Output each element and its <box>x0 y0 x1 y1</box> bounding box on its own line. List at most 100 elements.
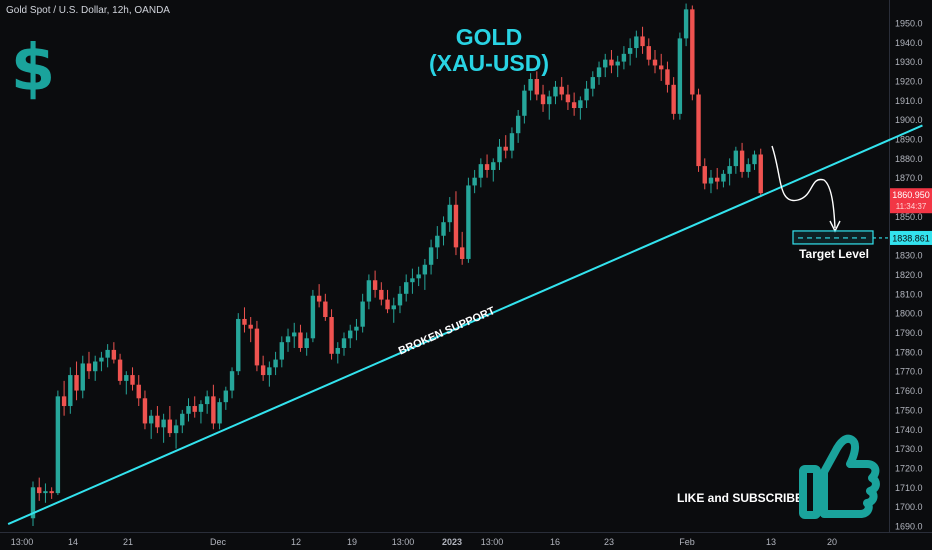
candle-body <box>223 390 229 403</box>
chart-title-line: (XAU-USD) <box>429 50 549 76</box>
target-price-tag <box>890 230 932 245</box>
candle-body <box>603 59 608 68</box>
candle-body <box>93 361 98 372</box>
current-price-text: 1860.950 <box>892 190 930 200</box>
time-tick-label: 2023 <box>442 537 462 547</box>
candle-body <box>659 65 664 70</box>
time-tick-label: Dec <box>210 537 227 547</box>
candle-body <box>142 398 148 424</box>
candle-body <box>509 133 515 151</box>
candle-body <box>372 280 378 290</box>
time-tick-label: 13 <box>766 537 776 547</box>
time-tick-label: 13:00 <box>392 537 415 547</box>
price-tick-label: 1830.0 <box>895 251 923 261</box>
candle-body <box>323 301 328 318</box>
candle-body <box>634 36 639 49</box>
candle-body <box>130 375 135 385</box>
time-tick-label: 13:00 <box>481 537 504 547</box>
candle-body <box>37 487 42 494</box>
candle-body <box>584 88 589 101</box>
candle-body <box>534 79 540 95</box>
candle-body <box>721 173 726 182</box>
thumbs-up-icon[interactable] <box>799 434 880 519</box>
candle-body <box>397 293 403 306</box>
price-tick-label: 1710.0 <box>895 483 923 493</box>
target-price-text: 1838.861 <box>892 233 930 243</box>
candle-body <box>55 396 61 494</box>
candle-body <box>254 328 260 366</box>
candle-body <box>49 491 54 494</box>
candle-body <box>715 177 720 182</box>
candle-body <box>739 150 745 172</box>
candle-body <box>590 77 595 89</box>
price-tick-label: 1940.0 <box>895 38 923 48</box>
price-tick-label: 1780.0 <box>895 347 923 357</box>
candle-body <box>173 425 179 434</box>
candle-body <box>180 413 185 426</box>
current-price-tag <box>890 188 932 214</box>
candle-body <box>298 332 303 348</box>
time-axis-separator <box>0 532 932 533</box>
candle-body <box>316 295 322 302</box>
candle-body <box>43 491 48 494</box>
candle-body <box>441 222 446 236</box>
price-tick-label: 1850.0 <box>895 212 923 222</box>
candle-body <box>167 419 173 434</box>
price-tick-label: 1810.0 <box>895 289 923 299</box>
candle-body <box>515 115 521 134</box>
price-tick-label: 1880.0 <box>895 154 923 164</box>
thumbs-up-hand <box>820 434 880 518</box>
candle-body <box>124 375 129 381</box>
candle-body <box>217 402 222 424</box>
candle-body <box>708 177 714 184</box>
candle-body <box>348 330 353 339</box>
candle-body <box>242 318 247 325</box>
candle-body <box>30 487 36 519</box>
price-tick-label: 1790.0 <box>895 328 923 338</box>
candle-body <box>646 46 651 60</box>
candle-body <box>472 177 477 186</box>
candle-body <box>559 86 564 95</box>
time-tick-label: 23 <box>604 537 614 547</box>
candle-body <box>404 282 409 294</box>
price-tick-label: 1700.0 <box>895 502 923 512</box>
target-level-label: Target Level <box>799 247 869 261</box>
support-trendline[interactable] <box>7 124 923 525</box>
candles <box>30 3 763 526</box>
time-tick-label: 14 <box>68 537 78 547</box>
candle-body <box>522 90 527 116</box>
time-tick-label: 19 <box>347 537 357 547</box>
candle-body <box>267 367 272 376</box>
price-tick-label: 1870.0 <box>895 173 923 183</box>
candle-body <box>627 48 633 54</box>
candle-body <box>148 415 154 424</box>
time-tick-label: 20 <box>827 537 837 547</box>
time-tick-label: 16 <box>550 537 560 547</box>
candle-body <box>621 53 627 62</box>
candle-body <box>466 185 471 259</box>
candle-body <box>640 36 645 47</box>
chart-title-line: GOLD <box>456 24 522 50</box>
candle-body <box>379 289 384 300</box>
price-tick-label: 1930.0 <box>895 57 923 67</box>
candle-body <box>111 349 117 360</box>
candle-body <box>354 326 359 331</box>
candle-body <box>198 404 204 412</box>
price-axis[interactable]: 1690.0 1700.0 1710.0 1720.0 1730.0 1740.0 1750… <box>895 18 923 531</box>
candle-body <box>204 396 210 405</box>
candle-body <box>652 59 658 66</box>
candle-body <box>192 406 197 412</box>
countdown-text: 11:34:37 <box>896 202 927 211</box>
candle-body <box>683 9 689 39</box>
candle-body <box>105 349 110 358</box>
price-tick-label: 1890.0 <box>895 135 923 145</box>
candle-body <box>565 94 571 103</box>
time-axis[interactable]: 13:00 14 21 Dec 12 19 13:00 2023 13:00 16 23 Feb 13 2… <box>11 537 837 547</box>
candle-body <box>690 9 695 95</box>
candle-body <box>733 150 739 167</box>
like-subscribe-label[interactable]: LIKE and SUBSCRIBE <box>677 491 803 505</box>
price-tick-label: 1770.0 <box>895 367 923 377</box>
price-tick-label: 1750.0 <box>895 405 923 415</box>
candle-body <box>416 274 421 279</box>
